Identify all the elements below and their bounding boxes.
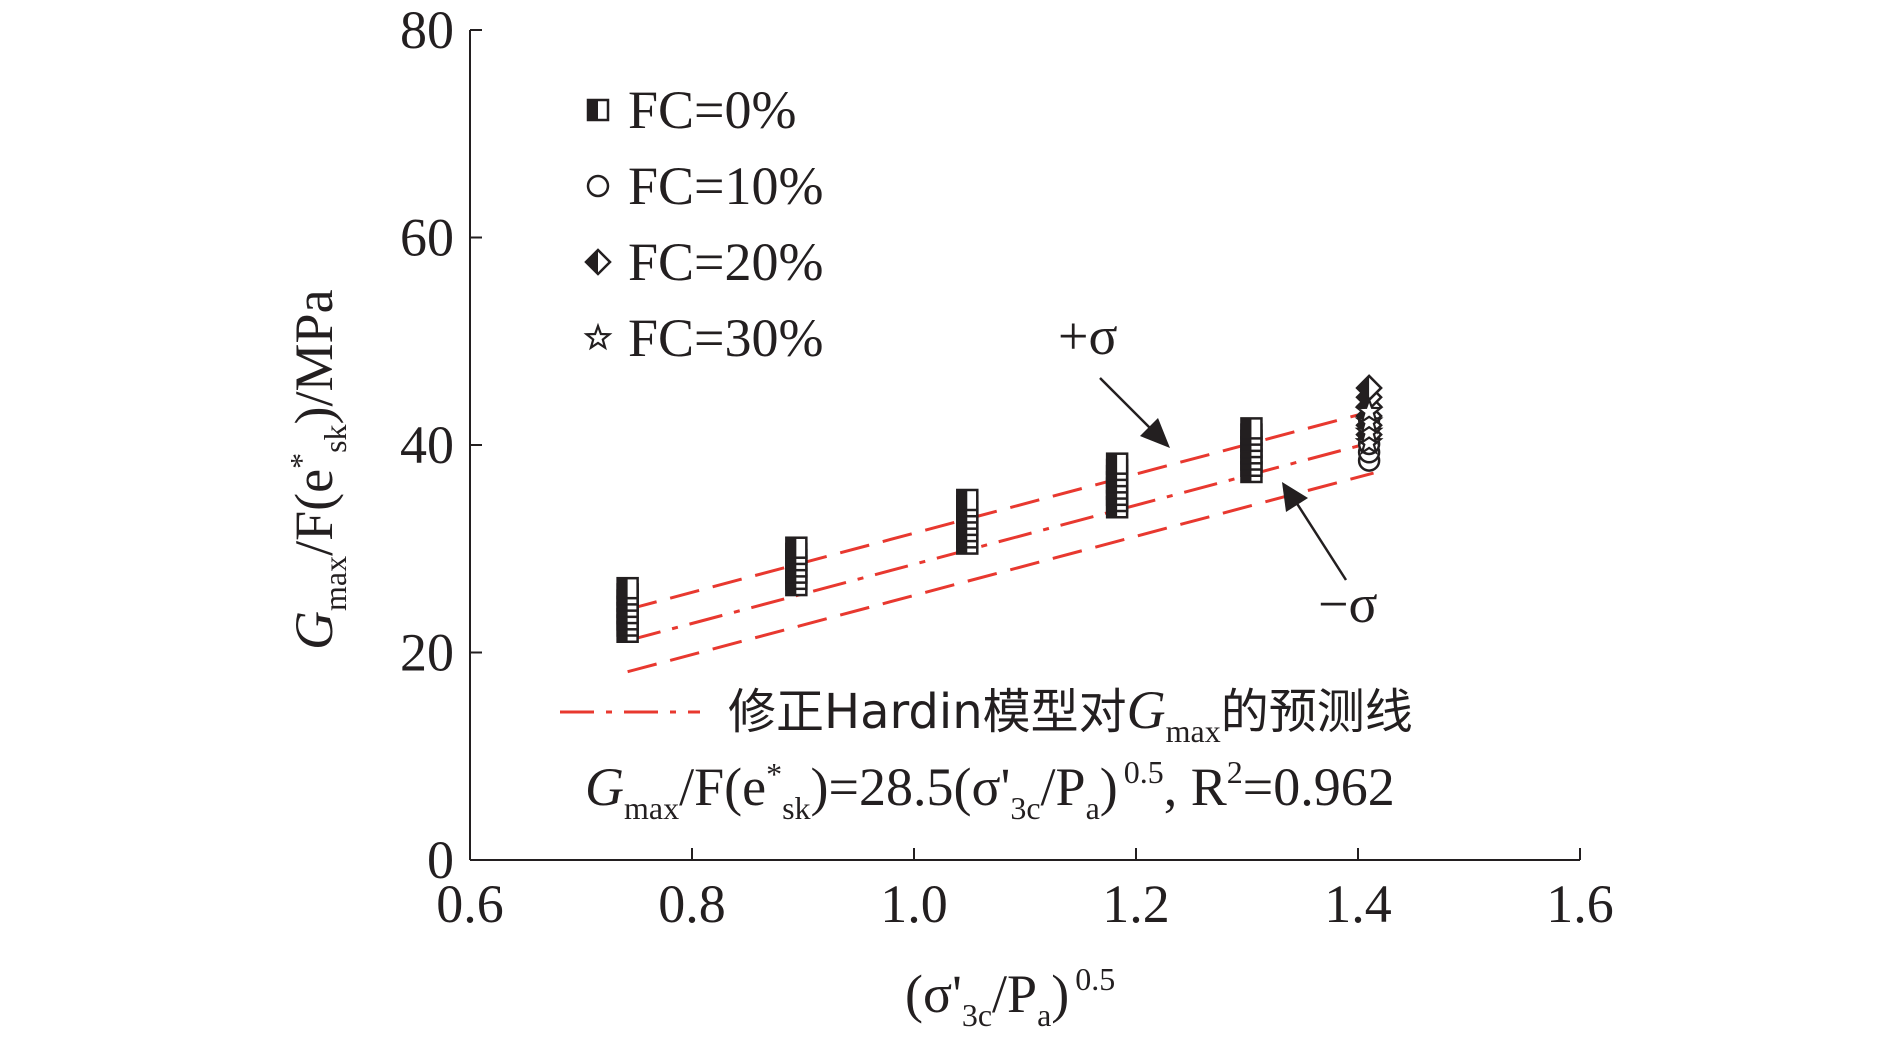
legend-label-fc10: FC=10%: [628, 156, 824, 216]
y-axis-label: Gmax/F(e*sk)/MPa: [283, 289, 353, 650]
x-tick-label: 1.2: [1102, 874, 1170, 934]
fit-line-minus-sigma: [627, 471, 1374, 674]
data-point-fc30: [1354, 417, 1384, 445]
y-tick-label: 60: [400, 208, 454, 268]
y-tick-label: 20: [400, 623, 454, 683]
data-markers: [616, 374, 1384, 643]
data-point-fc0: [785, 536, 808, 559]
legend-label-fc0: FC=0%: [628, 80, 797, 140]
fit-equation: Gmax/F(e*sk)=28.5(σ'3c/Pa) 0.5, R2=0.962: [585, 754, 1395, 826]
legend-marker-fc20: [584, 248, 612, 276]
axis-ticks: 0 20 40 60 80 0.6 0.8 1.0 1.2 1.4 1.6: [400, 0, 1614, 934]
x-tick-label: 0.8: [658, 874, 726, 934]
minus-sigma-label: −σ: [1318, 574, 1378, 634]
data-point-fc0: [1105, 452, 1129, 475]
plus-sigma-arrowhead: [1140, 418, 1170, 448]
y-tick-label: 40: [400, 415, 454, 475]
legend-marker-fc30: [583, 322, 613, 351]
legend-label-fc30: FC=30%: [628, 308, 824, 368]
data-point-fc0: [956, 488, 979, 512]
data-point-fc30: [1354, 396, 1384, 425]
x-tick-label: 0.6: [436, 874, 504, 934]
data-point-fc0: [616, 576, 639, 600]
fit-line-legend: 修正Hardin模型对Gmax的预测线: [560, 680, 1413, 749]
minus-sigma-arrow-shaft: [1294, 501, 1348, 581]
minus-sigma-arrowhead: [1282, 482, 1308, 512]
y-tick-label: 0: [427, 830, 454, 890]
data-point-fc30: [1354, 407, 1384, 435]
y-tick-label: 80: [400, 0, 454, 60]
data-point-fc30: [1354, 427, 1384, 456]
legend-fit-line-label: 修正Hardin模型对Gmax的预测线: [728, 680, 1413, 749]
data-point-fc0: [1240, 417, 1263, 440]
x-tick-label: 1.0: [880, 874, 948, 934]
marker-legend: FC=0% FC=10% FC=20% FC=30%: [583, 80, 824, 368]
plus-sigma-arrow-shaft: [1099, 377, 1153, 431]
legend-marker-fc0: [586, 98, 610, 122]
x-tick-label: 1.6: [1546, 874, 1614, 934]
x-tick-label: 1.4: [1324, 874, 1392, 934]
legend-marker-fc10: [586, 174, 610, 198]
legend-label-fc20: FC=20%: [628, 232, 824, 292]
plus-sigma-label: +σ: [1058, 306, 1118, 366]
legend-marker-symbols: [583, 98, 613, 351]
x-axis-label: (σ'3c/Pa) 0.5: [905, 961, 1115, 1033]
